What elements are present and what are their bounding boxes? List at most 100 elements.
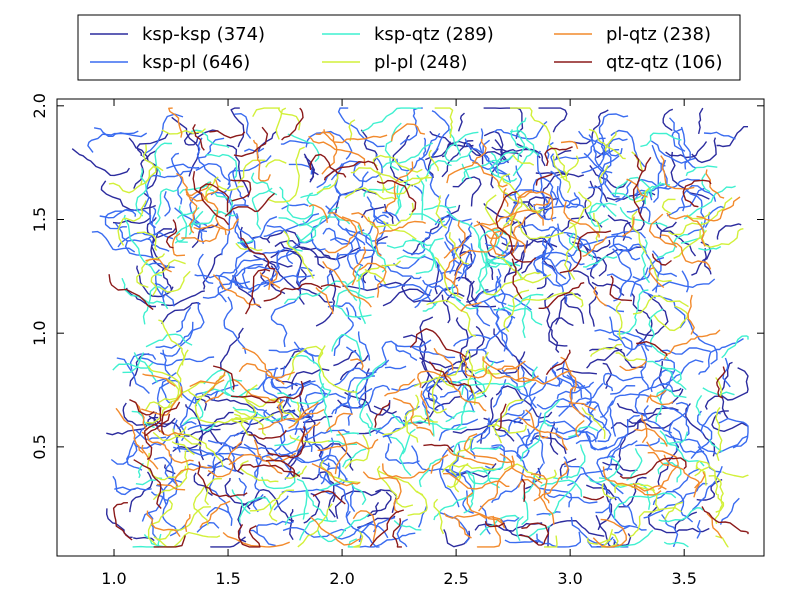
- boundary-segment-pl-qtz: [362, 471, 402, 514]
- boundary-segment-pl-pl: [344, 434, 370, 469]
- boundary-segment-ksp-qtz: [394, 172, 409, 216]
- boundary-segment-qtz-qtz: [495, 191, 518, 252]
- boundary-segment-qtz-qtz: [309, 153, 347, 178]
- boundary-segment-ksp-qtz: [342, 448, 367, 468]
- boundary-segment-pl-qtz: [351, 212, 382, 257]
- boundary-segment-ksp-pl: [604, 304, 625, 313]
- boundary-segment-pl-qtz: [384, 378, 416, 397]
- boundary-segment-pl-qtz: [323, 129, 388, 144]
- boundary-segment-ksp-pl: [507, 366, 529, 411]
- legend-label-pl-qtz: pl-qtz (238): [606, 24, 711, 45]
- boundary-segment-ksp-pl: [516, 432, 539, 472]
- boundary-segment-pl-qtz: [442, 472, 510, 490]
- boundary-segment-pl-pl: [237, 159, 266, 184]
- boundary-segment-ksp-qtz: [346, 265, 362, 302]
- y-tick-label: 1.0: [30, 320, 49, 345]
- boundary-segment-ksp-pl: [334, 171, 369, 196]
- boundary-segment-ksp-qtz: [658, 507, 704, 523]
- boundary-segment-pl-pl: [552, 155, 571, 194]
- boundary-segment-pl-qtz: [315, 287, 334, 315]
- boundary-segment-ksp-qtz: [453, 438, 471, 458]
- boundary-segment-ksp-pl: [566, 251, 585, 266]
- boundary-segment-ksp-pl: [418, 157, 441, 199]
- boundary-segment-ksp-pl: [195, 162, 231, 195]
- boundary-segment-qtz-qtz: [609, 275, 633, 302]
- boundary-segment-pl-qtz: [442, 373, 487, 412]
- boundary-segment-ksp-ksp: [454, 235, 472, 276]
- boundary-segment-ksp-qtz: [614, 529, 654, 548]
- boundary-segment-ksp-qtz: [121, 277, 169, 310]
- boundary-segment-pl-qtz: [461, 353, 488, 379]
- boundary-segment-ksp-ksp: [691, 241, 712, 276]
- x-tick-label: 1.0: [101, 569, 126, 588]
- boundary-segment-ksp-pl: [234, 112, 252, 139]
- boundary-segment-ksp-qtz: [446, 377, 486, 410]
- boundary-segment-pl-qtz: [141, 431, 194, 464]
- boundary-segment-ksp-pl: [476, 419, 491, 443]
- boundary-segment-pl-qtz: [487, 368, 539, 383]
- boundary-segment-ksp-ksp: [697, 107, 704, 135]
- boundary-segment-ksp-pl: [629, 267, 649, 297]
- boundary-segment-pl-qtz: [592, 518, 627, 548]
- boundary-segment-pl-pl: [407, 490, 428, 517]
- boundary-segment-ksp-qtz: [568, 425, 599, 438]
- boundary-segment-ksp-pl: [334, 523, 389, 540]
- boundary-segment-ksp-pl: [540, 197, 578, 219]
- series-pl-pl: [108, 107, 749, 548]
- boundary-segment-ksp-pl: [262, 365, 286, 402]
- boundary-segment-ksp-pl: [402, 234, 432, 255]
- boundary-segment-ksp-pl: [595, 496, 638, 527]
- boundary-segment-ksp-pl: [110, 442, 138, 465]
- boundary-segment-ksp-ksp: [631, 293, 653, 349]
- boundary-segment-ksp-qtz: [365, 412, 374, 437]
- boundary-segment-ksp-qtz: [698, 245, 722, 251]
- boundary-segment-ksp-ksp: [172, 404, 204, 453]
- boundary-segment-ksp-pl: [538, 419, 597, 443]
- boundary-segment-pl-qtz: [350, 358, 364, 371]
- boundary-segment-pl-pl: [548, 137, 568, 180]
- boundary-segment-ksp-qtz: [540, 479, 583, 497]
- boundary-segment-qtz-qtz: [198, 183, 230, 213]
- boundary-segment-ksp-pl: [533, 436, 545, 464]
- boundary-segment-ksp-ksp: [572, 239, 611, 253]
- boundary-segment-ksp-ksp: [455, 317, 469, 363]
- boundary-segment-qtz-qtz: [244, 268, 271, 315]
- boundary-segment-ksp-pl: [266, 224, 289, 237]
- boundary-segment-pl-qtz: [212, 274, 261, 307]
- boundary-segment-pl-qtz: [232, 378, 279, 403]
- boundary-segment-pl-qtz: [459, 220, 498, 258]
- boundary-segment-ksp-pl: [606, 273, 657, 299]
- boundary-segment-ksp-ksp: [541, 247, 556, 272]
- boundary-segment-pl-pl: [157, 381, 205, 404]
- boundary-segment-ksp-pl: [166, 163, 200, 169]
- boundary-segment-ksp-qtz: [191, 129, 230, 149]
- boundary-segment-ksp-qtz: [543, 398, 561, 428]
- boundary-segment-ksp-qtz: [277, 390, 332, 405]
- boundary-segment-ksp-pl: [396, 132, 441, 172]
- boundary-segment-ksp-ksp: [618, 476, 647, 508]
- boundary-segment-pl-pl: [382, 220, 417, 240]
- boundary-segment-ksp-pl: [413, 268, 444, 302]
- boundary-segment-ksp-pl: [660, 359, 704, 386]
- boundary-segment-ksp-pl: [337, 107, 385, 148]
- boundary-segment-ksp-pl: [91, 230, 136, 253]
- x-tick-label: 3.5: [671, 569, 696, 588]
- boundary-segment-ksp-pl: [325, 205, 366, 246]
- boundary-segment-ksp-qtz: [479, 228, 507, 268]
- boundary-segment-pl-pl: [147, 499, 173, 546]
- boundary-segment-ksp-qtz: [418, 457, 444, 488]
- boundary-segment-ksp-ksp: [544, 292, 560, 353]
- boundary-segment-pl-qtz: [443, 257, 459, 296]
- boundary-segment-pl-pl: [204, 477, 222, 506]
- boundary-segment-ksp-ksp: [443, 529, 471, 548]
- boundary-segment-ksp-pl: [611, 230, 647, 239]
- legend-label-ksp-qtz: ksp-qtz (289): [374, 24, 494, 45]
- boundary-segment-ksp-pl: [696, 519, 701, 539]
- boundary-segment-ksp-pl: [672, 427, 705, 454]
- boundary-segment-ksp-pl: [606, 440, 638, 471]
- boundary-segment-qtz-qtz: [509, 247, 537, 263]
- boundary-segment-pl-qtz: [185, 181, 212, 197]
- boundary-segment-pl-pl: [375, 170, 432, 184]
- boundary-segment-ksp-ksp: [589, 164, 629, 189]
- boundary-segment-pl-qtz: [352, 510, 377, 542]
